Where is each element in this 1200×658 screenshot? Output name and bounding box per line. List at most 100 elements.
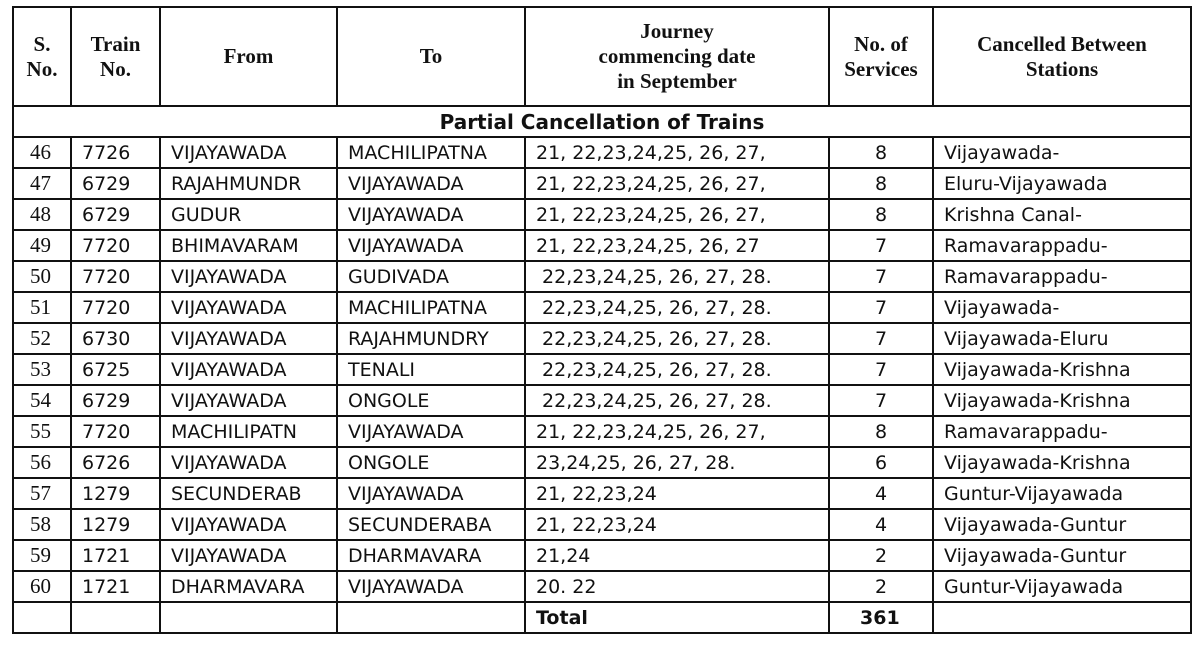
table-cell: 50 [12, 260, 72, 293]
header-cell: From [159, 6, 338, 107]
table-cell: VIJAYAWADA [159, 136, 338, 169]
table-cell: Vijayawada-Guntur [932, 539, 1192, 572]
table-cell: 1721 [70, 570, 161, 603]
header-text: Journey commencing date in September [598, 19, 756, 93]
table-cell: 6729 [70, 384, 161, 417]
table-cell: Ramavarappadu- [932, 415, 1192, 448]
table-cell: 22,23,24,25, 26, 27, 28. [524, 322, 830, 355]
table-cell: 54 [12, 384, 72, 417]
cancellation-table: S. No. Train No. From To Journey commenc… [12, 6, 1192, 634]
data-row: 60 1721 DHARMAVARA VIJAYAWADA 20. 22 2 Guntur-… [12, 570, 1192, 603]
data-row: 59 1721 VIJAYAWADA DHARMAVARA 21,24 2 Vijayawa… [12, 539, 1192, 572]
header-cell: To [336, 6, 526, 107]
table-cell: 4 [828, 477, 934, 510]
table-cell: DHARMAVARA [159, 570, 338, 603]
table-cell: 4 [828, 508, 934, 541]
table-cell: Vijayawada- [932, 291, 1192, 324]
data-row: 58 1279 VIJAYAWADA SECUNDERABA 21, 22,23,24 4… [12, 508, 1192, 541]
table-cell: Ramavarappadu- [932, 260, 1192, 293]
table-cell: VIJAYAWADA [336, 570, 526, 603]
table-cell: 57 [12, 477, 72, 510]
table-cell: 49 [12, 229, 72, 262]
data-row: 47 6729 RAJAHMUNDR VIJAYAWADA 21, 22,23,24,2… [12, 167, 1192, 200]
table-cell: VIJAYAWADA [336, 167, 526, 200]
table-cell: Vijayawada-Krishna [932, 384, 1192, 417]
table-cell: VIJAYAWADA [336, 477, 526, 510]
header-cell: Train No. [70, 6, 161, 107]
table-cell: VIJAYAWADA [336, 198, 526, 231]
table-cell: 2 [828, 539, 934, 572]
table-cell: 6725 [70, 353, 161, 386]
data-row: 49 7720 BHIMAVARAM VIJAYAWADA 21, 22,23,24,2… [12, 229, 1192, 262]
table-cell: GUDIVADA [336, 260, 526, 293]
table-cell: 21, 22,23,24,25, 26, 27, [524, 136, 830, 169]
header-text: To [419, 44, 443, 68]
table-cell: 2 [828, 570, 934, 603]
table-cell: 21, 22,23,24 [524, 508, 830, 541]
table-cell: 7 [828, 291, 934, 324]
table-cell: 7 [828, 384, 934, 417]
table-cell: 7720 [70, 229, 161, 262]
table-cell: 21, 22,23,24,25, 26, 27, [524, 198, 830, 231]
table-cell: 56 [12, 446, 72, 479]
table-cell: 8 [828, 136, 934, 169]
table-cell: VIJAYAWADA [159, 353, 338, 386]
table-cell: VIJAYAWADA [159, 508, 338, 541]
table-cell: 60 [12, 570, 72, 603]
empty-cell [932, 601, 1192, 634]
table-cell: 8 [828, 167, 934, 200]
table-cell: 1279 [70, 508, 161, 541]
data-row: 51 7720 VIJAYAWADA MACHILIPATNA 22,23,24,25… [12, 291, 1192, 324]
table-cell: ONGOLE [336, 446, 526, 479]
data-row: 53 6725 VIJAYAWADA TENALI 22,23,24,25, 26, … [12, 353, 1192, 386]
table-cell: MACHILIPATN [159, 415, 338, 448]
table-cell: 47 [12, 167, 72, 200]
total-row: Total 361 [12, 601, 1192, 634]
table-cell: 1721 [70, 539, 161, 572]
table-cell: 6729 [70, 167, 161, 200]
table-cell: 22,23,24,25, 26, 27, 28. [524, 260, 830, 293]
table-cell: 8 [828, 198, 934, 231]
table-cell: 55 [12, 415, 72, 448]
header-cell: S. No. [12, 6, 72, 107]
table-cell: Guntur-Vijayawada [932, 570, 1192, 603]
data-row: 56 6726 VIJAYAWADA ONGOLE 23,24,25, 26, 27, … [12, 446, 1192, 479]
table-cell: 7726 [70, 136, 161, 169]
section-row: Partial Cancellation of Trains [12, 105, 1192, 138]
table-cell: 20. 22 [524, 570, 830, 603]
table-cell: VIJAYAWADA [336, 415, 526, 448]
table-cell: 7 [828, 229, 934, 262]
table-cell: Vijayawada-Eluru [932, 322, 1192, 355]
table-cell: Vijayawada-Krishna [932, 446, 1192, 479]
empty-cell [336, 601, 526, 634]
header-cell: No. of Services [828, 6, 934, 107]
total-value: 361 [828, 601, 934, 634]
table-cell: 53 [12, 353, 72, 386]
section-title: Partial Cancellation of Trains [12, 105, 1192, 138]
table-cell: 21, 22,23,24,25, 26, 27, [524, 167, 830, 200]
table-cell: Krishna Canal- [932, 198, 1192, 231]
data-row: 46 7726 VIJAYAWADA MACHILIPATNA 21, 22,23,24… [12, 136, 1192, 169]
data-row: 55 7720 MACHILIPATN VIJAYAWADA 21, 22,23,24,… [12, 415, 1192, 448]
table-cell: 21, 22,23,24,25, 26, 27, [524, 415, 830, 448]
table-cell: VIJAYAWADA [159, 384, 338, 417]
table-cell: Eluru-Vijayawada [932, 167, 1192, 200]
table-cell: SECUNDERAB [159, 477, 338, 510]
table-cell: VIJAYAWADA [336, 229, 526, 262]
table-cell: 7 [828, 353, 934, 386]
table-cell: VIJAYAWADA [159, 446, 338, 479]
table-cell: 1279 [70, 477, 161, 510]
table-cell: 58 [12, 508, 72, 541]
table-body: Partial Cancellation of Trains 46 7726 VIJ… [12, 105, 1192, 634]
table-cell: 22,23,24,25, 26, 27, 28. [524, 384, 830, 417]
table-cell: 6726 [70, 446, 161, 479]
header-text: From [223, 44, 274, 68]
data-row: 50 7720 VIJAYAWADA GUDIVADA 22,23,24,25, 26… [12, 260, 1192, 293]
table-cell: 21,24 [524, 539, 830, 572]
table-cell: 21, 22,23,24 [524, 477, 830, 510]
table-cell: Vijayawada-Krishna [932, 353, 1192, 386]
data-row: 54 6729 VIJAYAWADA ONGOLE 22,23,24,25, 26, … [12, 384, 1192, 417]
table-cell: 6729 [70, 198, 161, 231]
table-cell: DHARMAVARA [336, 539, 526, 572]
